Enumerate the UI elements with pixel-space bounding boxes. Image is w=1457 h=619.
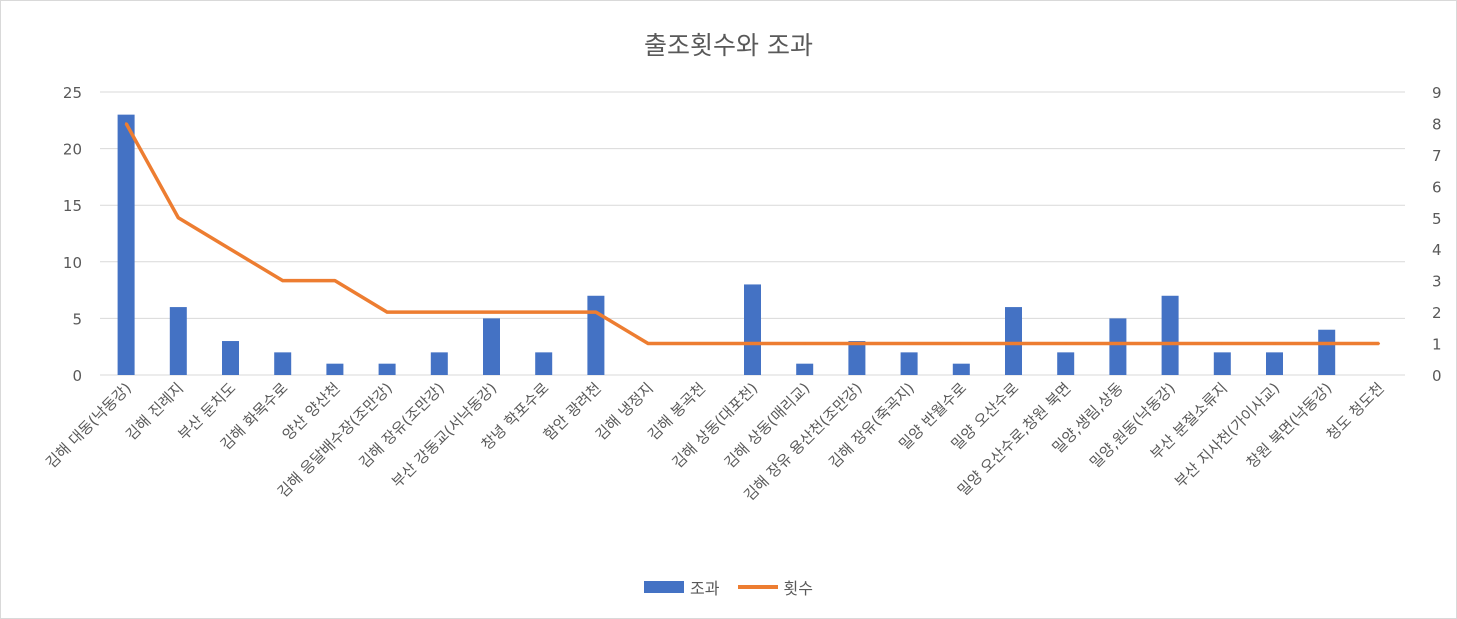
line-point bbox=[646, 342, 650, 345]
legend-swatch-bar bbox=[644, 581, 685, 593]
bar bbox=[274, 352, 292, 375]
bar bbox=[483, 318, 500, 375]
y-right-tick-label: 5 bbox=[1432, 210, 1442, 228]
line-point bbox=[385, 310, 389, 314]
line-point bbox=[960, 342, 963, 345]
y-left-tick-label: 20 bbox=[63, 141, 82, 159]
y-right-tick-label: 4 bbox=[1432, 241, 1442, 259]
bar bbox=[1318, 329, 1336, 375]
y-left-tick-label: 5 bbox=[72, 310, 82, 328]
line-point bbox=[1221, 342, 1224, 345]
line-point bbox=[1377, 342, 1381, 345]
bar bbox=[169, 307, 187, 375]
line-point bbox=[803, 342, 806, 345]
line-point bbox=[333, 279, 337, 282]
y-right-tick-label: 3 bbox=[1432, 273, 1442, 291]
bar bbox=[1161, 295, 1179, 375]
line-point bbox=[1168, 342, 1172, 345]
y-right-tick-label: 9 bbox=[1432, 84, 1442, 102]
bar bbox=[1266, 352, 1283, 375]
bar bbox=[430, 352, 448, 375]
y-right-tick-label: 8 bbox=[1432, 115, 1442, 133]
y-left-tick-label: 15 bbox=[63, 197, 82, 215]
bar bbox=[117, 114, 135, 375]
bar bbox=[952, 363, 970, 375]
x-tick-label: 청도 청도천 bbox=[1323, 379, 1388, 444]
legend-label-line: 횟수 bbox=[783, 579, 813, 598]
legend-item-bars[interactable]: 조과 bbox=[644, 575, 720, 599]
y-right-tick-label: 6 bbox=[1432, 178, 1442, 196]
bar bbox=[378, 363, 396, 375]
bar bbox=[1057, 352, 1075, 375]
y-left-tick-label: 25 bbox=[63, 84, 82, 102]
bar bbox=[796, 363, 814, 375]
y-right-tick-label: 2 bbox=[1432, 304, 1442, 322]
bar bbox=[848, 341, 866, 375]
y-left-tick-label: 10 bbox=[63, 254, 82, 272]
line-point bbox=[1012, 342, 1015, 345]
bar bbox=[900, 352, 918, 375]
line-point bbox=[699, 342, 702, 345]
bar bbox=[1213, 352, 1231, 375]
y-right-tick-label: 7 bbox=[1432, 147, 1442, 165]
bar bbox=[587, 295, 605, 375]
line-point bbox=[124, 122, 128, 125]
line-point bbox=[281, 279, 284, 282]
bar bbox=[326, 363, 344, 375]
bar bbox=[535, 352, 553, 375]
legend-swatch-line bbox=[737, 585, 778, 589]
legend: 조과 횟수 bbox=[0, 575, 1457, 599]
line-point bbox=[438, 310, 441, 314]
line-point bbox=[229, 248, 232, 251]
line-point bbox=[907, 342, 911, 345]
line-point bbox=[542, 310, 545, 314]
line-point bbox=[1116, 342, 1120, 345]
legend-item-line[interactable]: 횟수 bbox=[737, 575, 813, 599]
line-point bbox=[855, 342, 859, 345]
legend-label-bars: 조과 bbox=[690, 579, 720, 598]
y-right-tick-label: 0 bbox=[1432, 367, 1442, 385]
bar bbox=[744, 284, 761, 375]
line-point bbox=[594, 310, 598, 314]
bar bbox=[1005, 307, 1022, 375]
bar bbox=[222, 341, 239, 375]
bar bbox=[1109, 318, 1127, 375]
line-point bbox=[1064, 342, 1067, 345]
x-tick-label: 김해 대동(낙동강) bbox=[42, 379, 135, 472]
y-left-tick-label: 0 bbox=[72, 367, 82, 385]
chart-title: 출조횟수와 조과 bbox=[644, 31, 813, 60]
y-right-tick-label: 1 bbox=[1432, 336, 1442, 354]
line-point bbox=[490, 310, 493, 314]
line-point bbox=[1325, 342, 1328, 345]
line-point bbox=[177, 216, 180, 219]
line-point bbox=[1273, 342, 1276, 345]
line-point bbox=[751, 342, 754, 345]
